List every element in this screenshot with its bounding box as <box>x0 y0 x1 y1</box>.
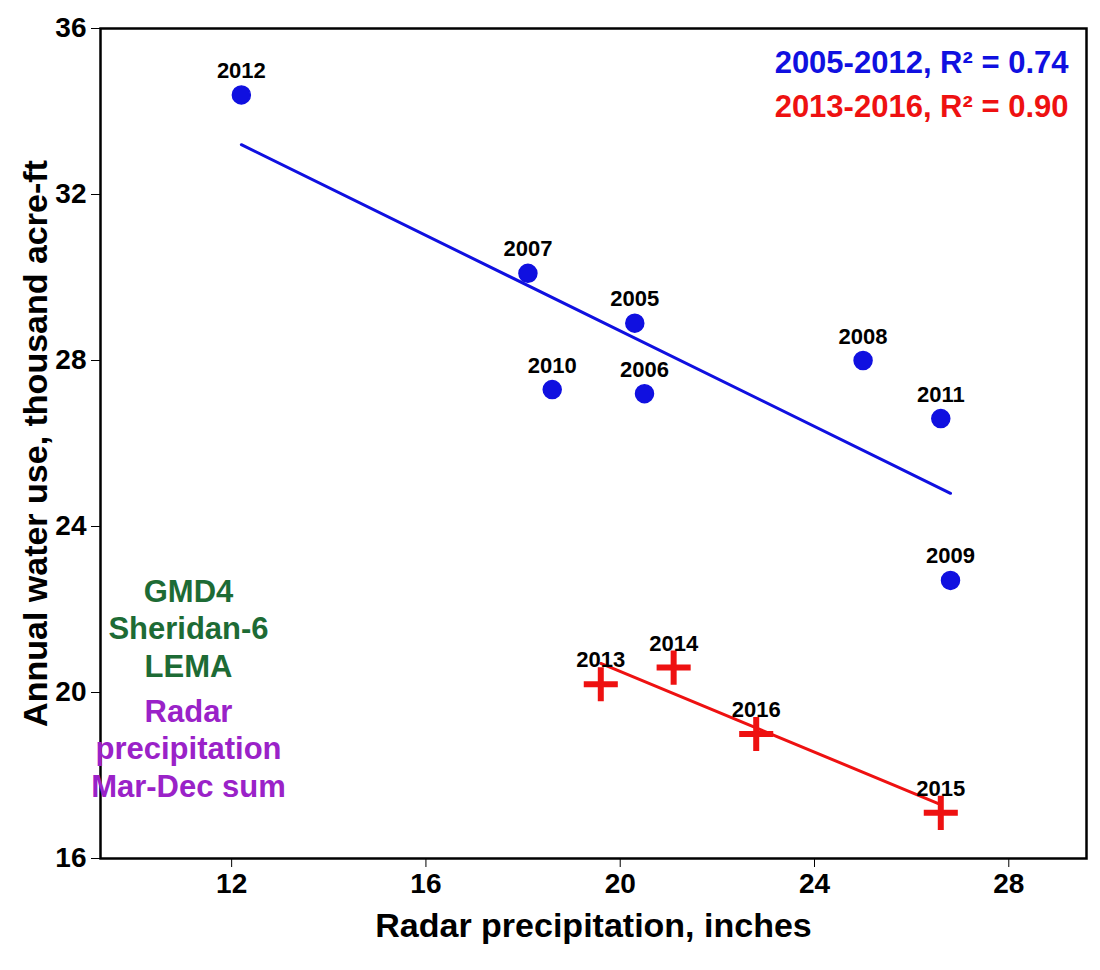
svg-text:16: 16 <box>55 842 86 873</box>
svg-text:RadarprecipitationMar-Dec sum: RadarprecipitationMar-Dec sum <box>91 694 286 803</box>
svg-text:36: 36 <box>55 12 86 43</box>
svg-text:2013-2016, R² = 0.90: 2013-2016, R² = 0.90 <box>775 89 1069 124</box>
svg-text:12: 12 <box>216 868 247 899</box>
svg-text:2010: 2010 <box>528 353 577 378</box>
svg-text:GMD4Sheridan-6LEMA: GMD4Sheridan-6LEMA <box>108 574 268 683</box>
svg-text:24: 24 <box>799 868 831 899</box>
svg-text:Radar precipitation, inches: Radar precipitation, inches <box>375 906 811 944</box>
svg-text:2007: 2007 <box>503 236 552 261</box>
svg-text:20: 20 <box>55 676 86 707</box>
svg-text:2016: 2016 <box>732 697 781 722</box>
svg-text:32: 32 <box>55 178 86 209</box>
svg-text:2011: 2011 <box>917 382 965 407</box>
svg-text:Annual water use, thousand acr: Annual water use, thousand acre-ft <box>16 160 54 727</box>
svg-text:20: 20 <box>605 868 636 899</box>
svg-text:2012: 2012 <box>217 58 266 83</box>
svg-text:2005-2012, R² = 0.74: 2005-2012, R² = 0.74 <box>775 45 1070 80</box>
svg-text:2013: 2013 <box>576 647 625 672</box>
svg-text:2006: 2006 <box>620 357 669 382</box>
svg-text:24: 24 <box>55 510 87 541</box>
svg-text:2008: 2008 <box>839 324 888 349</box>
svg-text:16: 16 <box>410 868 441 899</box>
svg-text:28: 28 <box>993 868 1024 899</box>
svg-text:2015: 2015 <box>916 776 965 801</box>
svg-text:2014: 2014 <box>649 631 699 656</box>
svg-text:28: 28 <box>55 344 86 375</box>
svg-text:2009: 2009 <box>926 543 975 568</box>
svg-text:2005: 2005 <box>610 286 659 311</box>
